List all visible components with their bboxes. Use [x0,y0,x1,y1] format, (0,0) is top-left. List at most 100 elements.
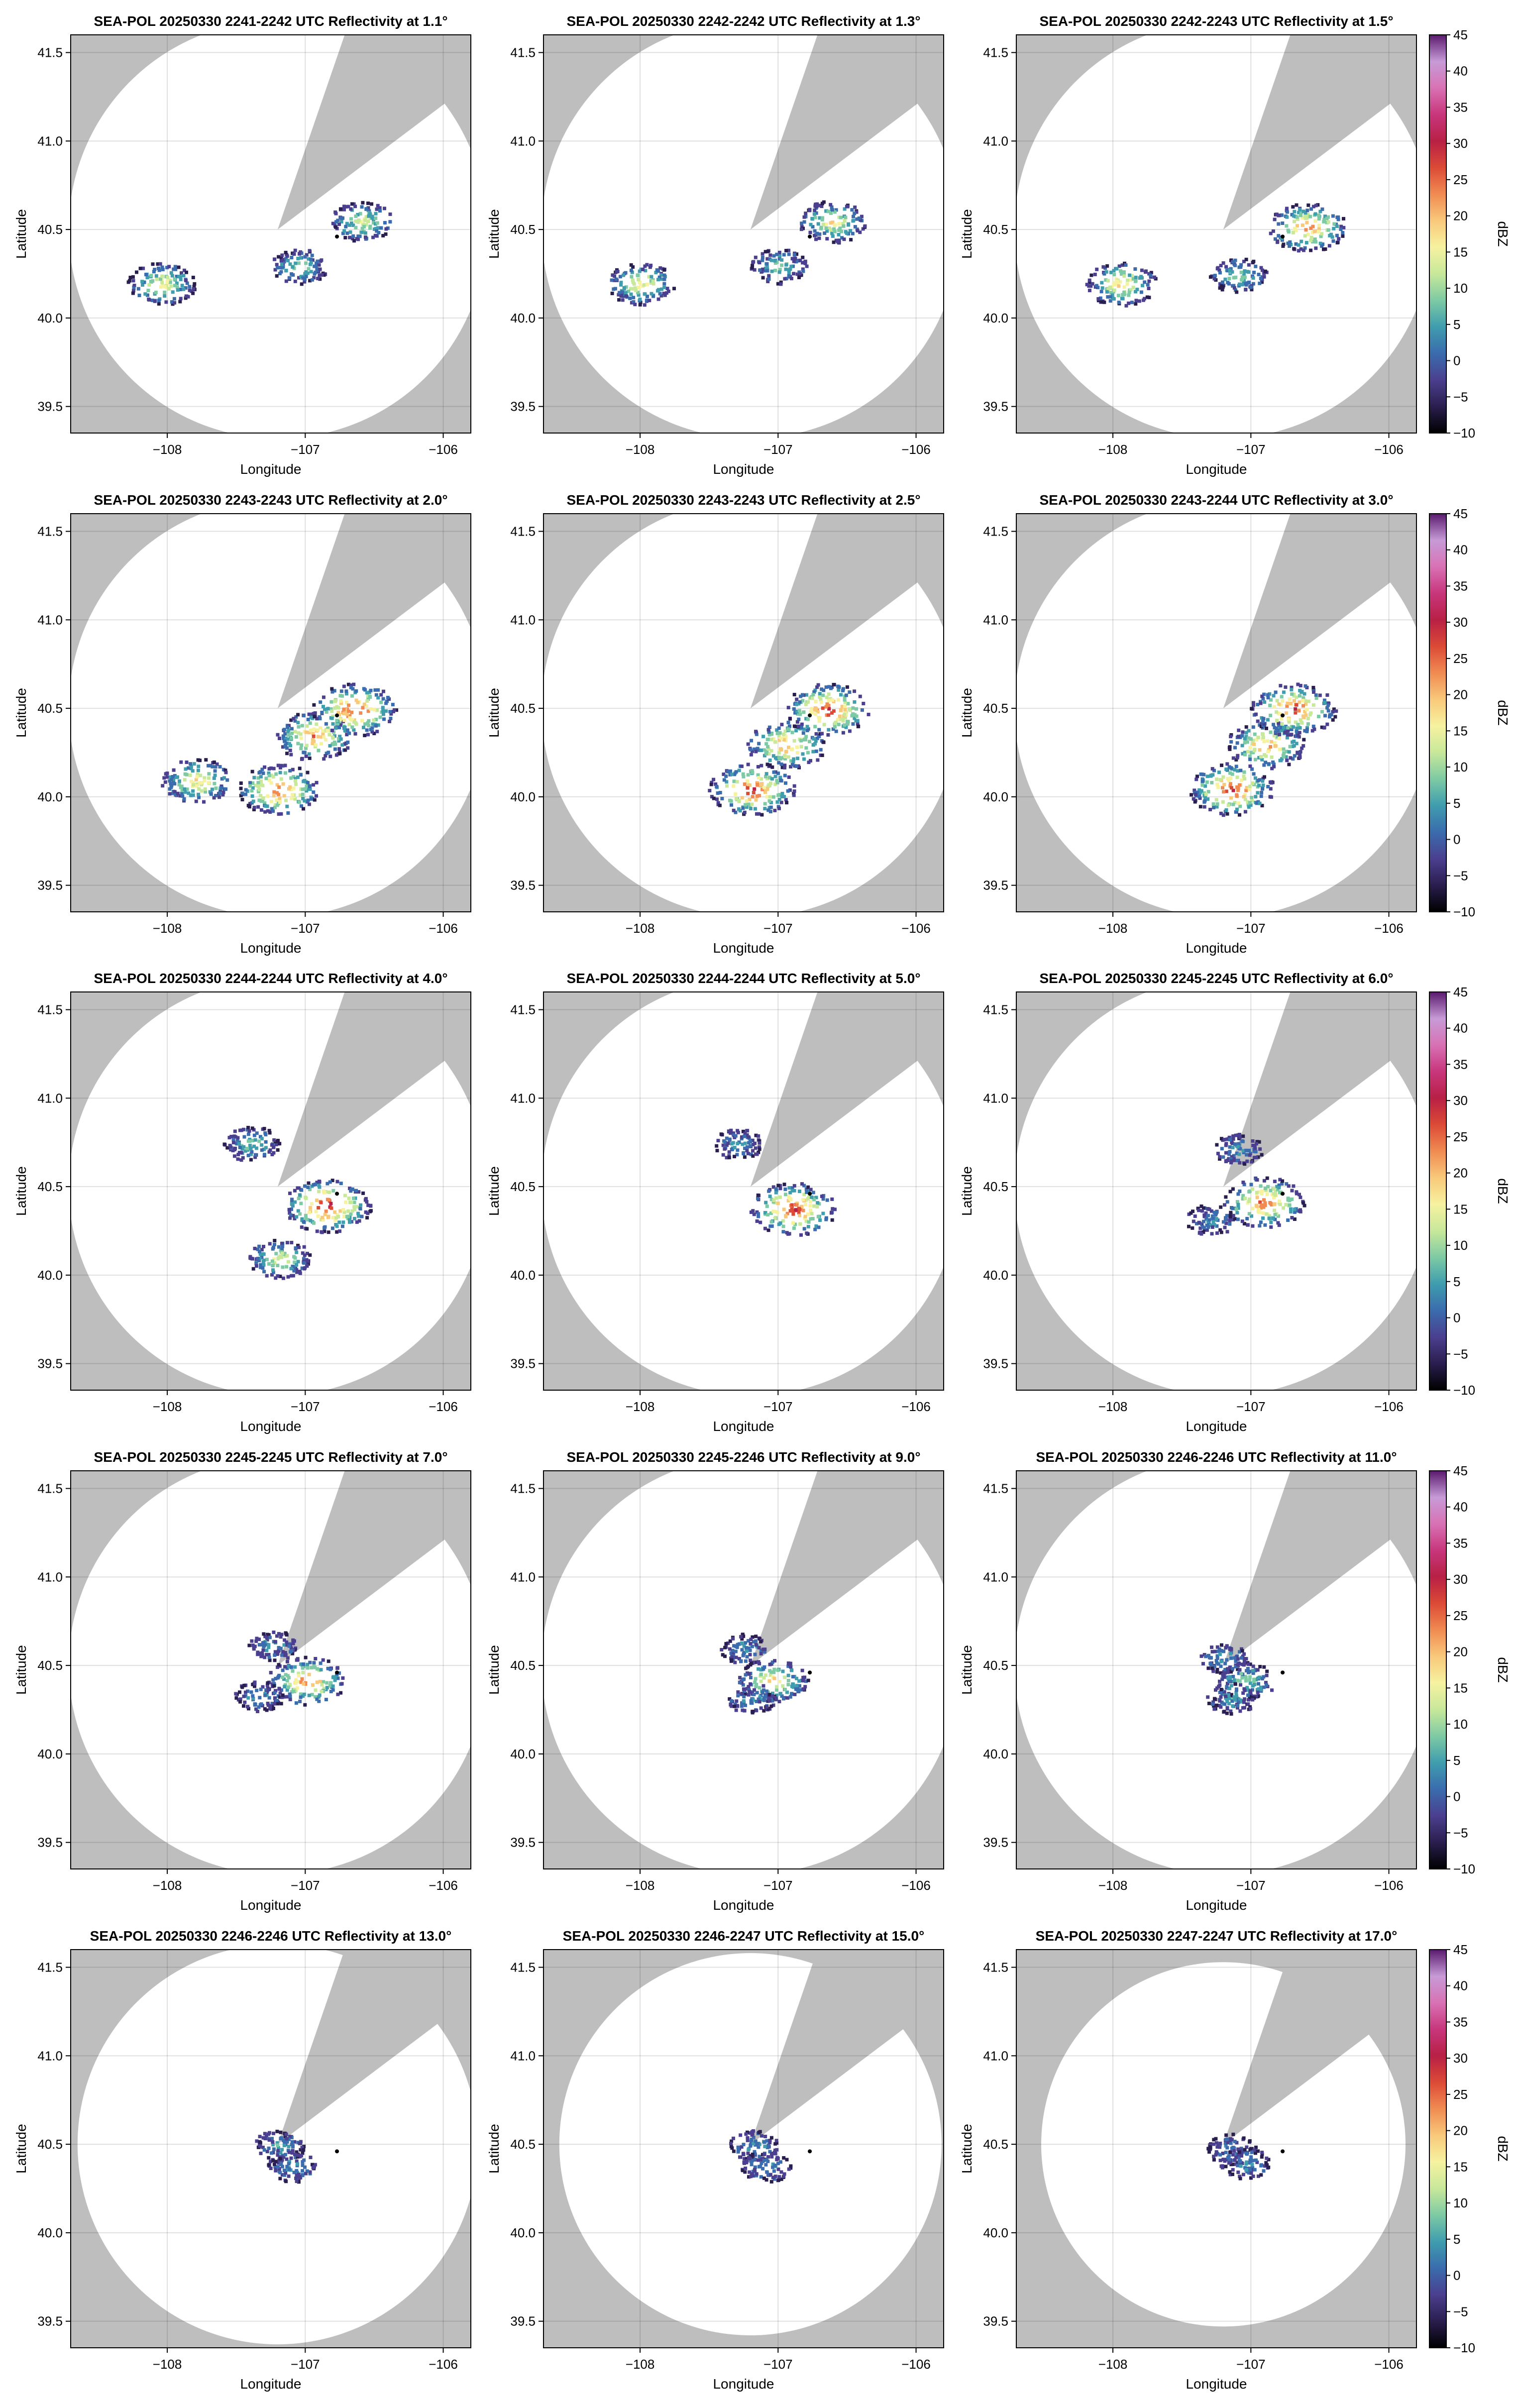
echo-pixel [1232,1154,1236,1158]
echo-pixel [1204,792,1208,796]
echo-pixel [260,1137,264,1141]
echo-pixel [759,270,763,274]
echo-pixel [749,748,753,752]
echo-pixel [795,702,798,706]
y-tick-label: 41.5 [37,1002,63,1017]
echo-pixel [291,793,295,796]
echo-pixel [268,1242,272,1246]
echo-pixel [310,253,314,257]
echo-pixel [1120,263,1124,267]
echo-pixel [370,202,374,206]
echo-pixel [811,711,815,715]
echo-pixel [349,685,353,689]
echo-pixel [1261,1211,1265,1215]
echo-pixel [361,706,365,710]
echo-pixel [1243,269,1247,273]
echo-pixel [765,257,769,261]
echo-pixel [1131,277,1135,281]
echo-pixel [1285,224,1289,228]
echo-pixel [214,786,218,790]
y-tick-label: 39.5 [510,878,536,893]
echo-pixel [790,257,794,261]
echo-pixel [780,794,784,798]
echo-pixel [279,2151,283,2155]
echo-pixel [744,1659,748,1663]
echo-pixel [804,735,808,739]
echo-pixel [191,769,195,773]
echo-pixel [1302,738,1306,742]
echo-pixel [232,1148,236,1152]
echo-pixel [798,700,802,704]
echo-pixel [261,1260,265,1264]
echo-pixel [810,1195,814,1199]
echo-pixel [1264,1212,1268,1216]
echo-pixel [1272,723,1276,727]
echo-pixel [302,1662,305,1666]
echo-pixel [784,798,788,802]
echo-pixel [1254,1150,1258,1154]
echo-pixel [152,270,156,274]
echo-pixel [1246,1670,1250,1674]
echo-pixel [1241,752,1245,756]
echo-pixel [1121,297,1125,301]
echo-pixel [204,758,208,762]
echo-pixel [792,253,796,257]
echo-pixel [734,1649,738,1653]
echo-pixel [1242,1663,1246,1667]
echo-pixel [761,1667,765,1671]
echo-pixel [740,1135,744,1139]
echo-pixel [1245,281,1249,285]
echo-pixel [274,1252,278,1256]
echo-pixel [334,225,338,229]
echo-pixel [1240,1219,1244,1223]
echo-pixel [258,770,262,774]
echo-pixel [1262,271,1266,275]
echo-pixel [1327,244,1331,248]
echo-pixel [769,781,772,785]
echo-pixel [286,1275,290,1279]
echo-pixel [253,1246,257,1250]
echo-pixel [742,1652,746,1655]
echo-pixel [291,1638,295,1642]
echo-pixel [1303,710,1307,714]
y-tick-label: 40.5 [37,1658,63,1673]
echo-pixel [758,261,761,265]
echo-pixel [811,693,815,696]
echo-pixel [1228,1647,1232,1651]
echo-pixel [806,1212,810,1216]
echo-pixel [1280,213,1284,217]
echo-pixel [741,1142,745,1146]
echo-pixel [840,236,844,240]
echo-pixel [370,216,374,220]
echo-pixel [751,1138,755,1142]
echo-pixel [729,799,733,803]
echo-pixel [734,792,738,796]
echo-pixel [203,787,207,791]
echo-pixel [732,1133,736,1137]
echo-pixel [1246,270,1250,274]
echo-pixel [294,1678,298,1682]
echo-pixel [628,296,632,300]
echo-pixel [258,1250,261,1254]
echo-pixel [740,1648,744,1652]
echo-pixel [1249,1183,1253,1187]
echo-pixel [1236,1192,1240,1196]
echo-pixel [735,1704,739,1708]
echo-pixel [1331,214,1335,218]
echo-pixel [1236,1663,1240,1667]
echo-pixel [300,282,304,286]
echo-pixel [285,1254,289,1258]
echo-pixel [1290,1189,1294,1193]
echo-pixel [779,282,783,286]
echo-pixel [175,775,179,779]
echo-pixel [1311,686,1315,689]
echo-pixel [1269,745,1273,749]
echo-pixel [321,1218,325,1222]
echo-pixel [266,1681,270,1685]
echo-pixel [295,2150,299,2154]
echo-pixel [337,739,341,743]
echo-pixel [709,782,713,786]
echo-pixel [1265,739,1269,743]
echo-pixel [272,794,276,798]
echo-pixel [248,1255,252,1259]
